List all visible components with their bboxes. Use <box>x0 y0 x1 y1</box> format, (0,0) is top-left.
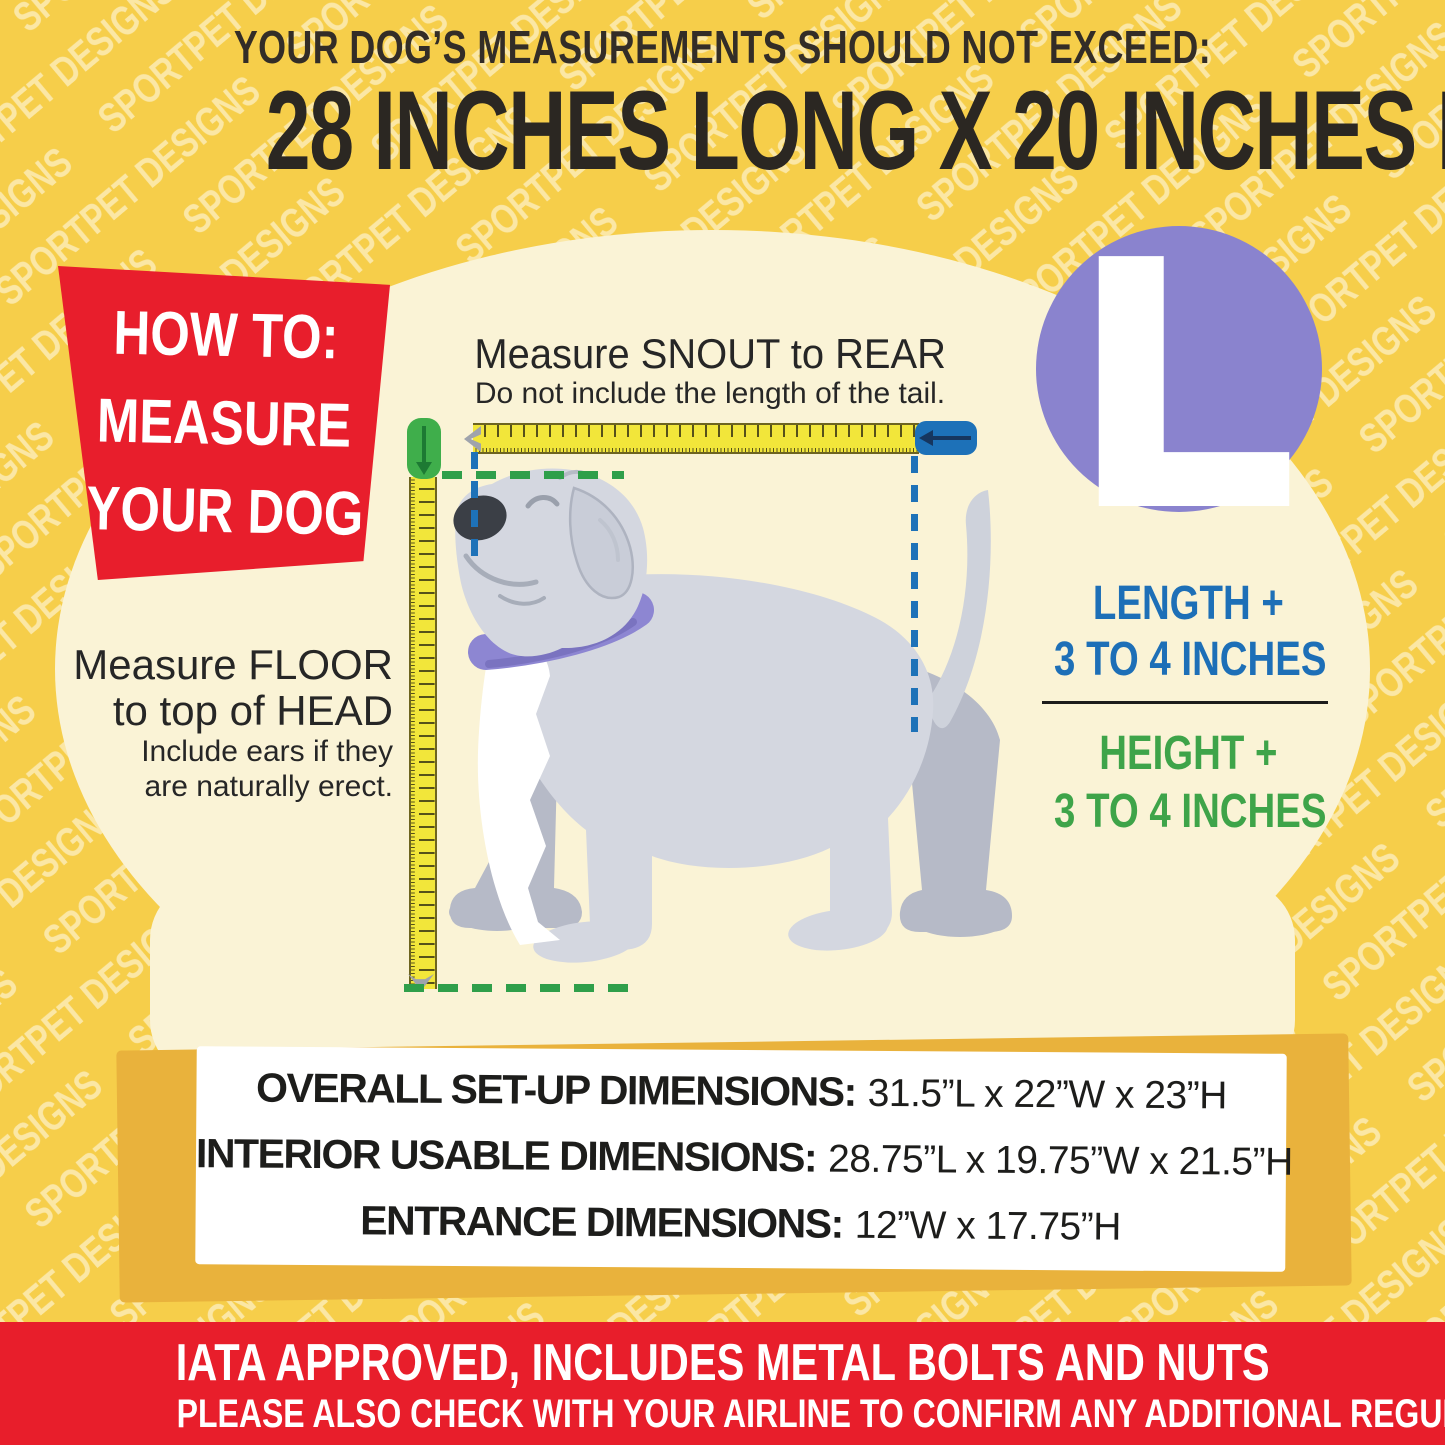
floor-instruction-line1: Measure FLOOR <box>73 641 393 688</box>
dimension-row: OVERALL SET-UP DIMENSIONS: 31.5”L x 22”W … <box>196 1064 1286 1119</box>
snout-instruction-note: Do not include the length of the tail. <box>474 377 946 410</box>
size-circle <box>1036 226 1322 512</box>
tape-arrow-line <box>422 426 426 471</box>
dog-far-rear-paw <box>910 899 1010 937</box>
dog-ear <box>568 486 634 600</box>
dog-chest-patch <box>477 612 560 945</box>
dog-rear-paw <box>788 909 888 951</box>
dimension-row: INTERIOR USABLE DIMENSIONS: 28.75”L x 19.… <box>195 1130 1293 1185</box>
dimension-label: ENTRANCE DIMENSIONS: <box>360 1197 843 1247</box>
dimension-row: ENTRANCE DIMENSIONS: 12”W x 17.75”H <box>195 1196 1285 1251</box>
dimensions-panel: OVERALL SET-UP DIMENSIONS: 31.5”L x 22”W … <box>195 1046 1293 1272</box>
dog-eye <box>525 495 560 509</box>
size-letter-badge: L <box>1076 226 1300 512</box>
height-formula-line1: HEIGHT + <box>1098 727 1278 780</box>
howto-badge-text: HOW TO: MEASURE YOUR DOG <box>58 289 390 560</box>
rear-guide-line <box>911 456 918 732</box>
length-formula-line1: LENGTH + <box>1092 577 1284 630</box>
dog-front-paw <box>533 921 637 963</box>
dog-illustration <box>449 468 1012 963</box>
dog-head-shading <box>598 518 620 562</box>
floor-instruction: Measure FLOOR to top of HEAD Include ear… <box>60 642 393 804</box>
front-guide-line <box>471 452 478 564</box>
blue-tape-end <box>915 421 977 455</box>
formula-divider <box>1042 701 1328 704</box>
down-arrowhead-icon <box>416 462 432 475</box>
height-formula-line2: 3 TO 4 INCHES <box>1054 785 1327 838</box>
tape-arrow-line <box>925 436 971 440</box>
dog-body <box>487 574 934 950</box>
floor-instruction-note1: Include ears if they <box>141 735 393 768</box>
snout-guide-line <box>442 471 624 479</box>
badge-line-1: HOW TO: <box>112 298 340 373</box>
dog-nose-icon <box>453 495 507 541</box>
dog-chin <box>498 594 546 606</box>
footer-line-1: IATA APPROVED, INCLUDES METAL BOLTS AND … <box>175 1334 1270 1392</box>
dog-tail <box>928 490 991 729</box>
vertical-measuring-tape <box>409 477 437 989</box>
badge-line-2: MEASURE <box>96 386 352 461</box>
dimension-label: OVERALL SET-UP DIMENSIONS: <box>255 1064 856 1115</box>
green-tape-end <box>407 418 441 479</box>
header-subtitle: YOUR DOG’S MEASUREMENTS SHOULD NOT EXCEE… <box>233 21 1212 73</box>
badge-line-3: YOUR DOG <box>85 474 365 549</box>
floor-instruction-note2: are naturally erect. <box>144 770 393 803</box>
snout-instruction-title: Measure SNOUT to REAR <box>474 330 946 377</box>
floor-guide-line <box>404 984 636 992</box>
horizontal-measuring-tape <box>473 423 919 454</box>
length-formula-line2: 3 TO 4 INCHES <box>1054 633 1327 686</box>
dimension-label: INTERIOR USABLE DIMENSIONS: <box>195 1130 817 1181</box>
floor-instruction-line2: to top of HEAD <box>112 687 393 734</box>
dimension-value: 12”W x 17.75”H <box>854 1203 1121 1249</box>
size-letter: L <box>1084 226 1292 512</box>
header-title: 28 INCHES LONG X 20 INCHES HIGH <box>265 68 1445 193</box>
dimension-value: 28.75”L x 19.75”W x 21.5”H <box>827 1137 1293 1184</box>
howto-badge: HOW TO: MEASURE YOUR DOG <box>58 266 390 580</box>
left-arrowhead-icon <box>919 430 933 446</box>
footer-band <box>0 1322 1445 1445</box>
footer-line-2: PLEASE ALSO CHECK WITH YOUR AIRLINE TO C… <box>176 1392 1445 1436</box>
dog-collar-edge <box>485 618 637 668</box>
dimension-value: 31.5”L x 22”W x 23”H <box>867 1071 1228 1118</box>
